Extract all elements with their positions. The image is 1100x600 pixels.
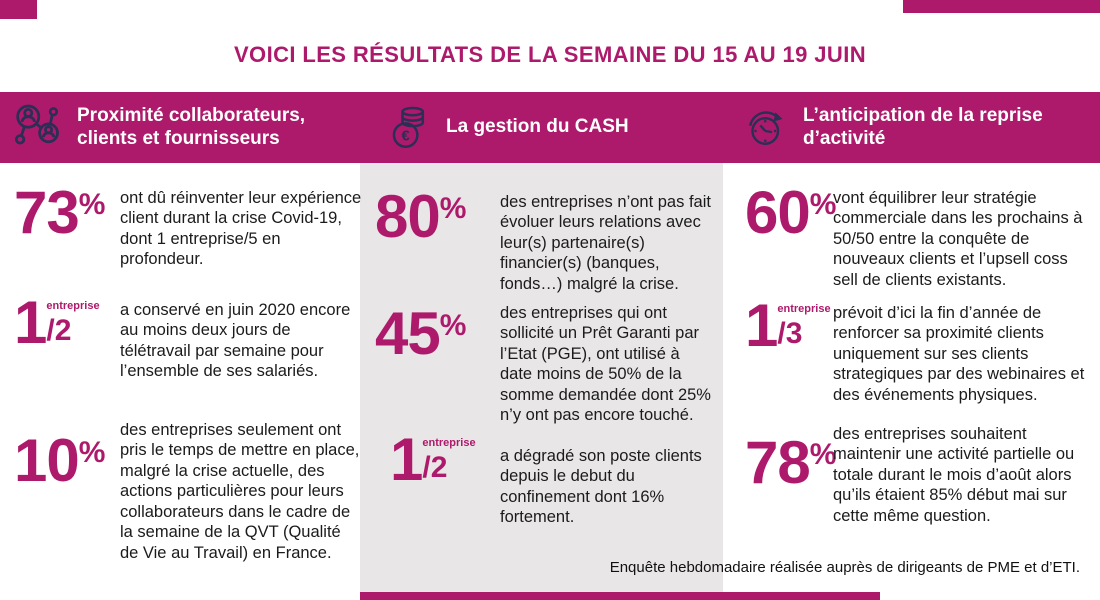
top-right-accent-bar bbox=[903, 0, 1100, 13]
cash-column-background bbox=[360, 163, 723, 600]
stat-entreprise-label: entreprise bbox=[422, 437, 476, 449]
header-reprise: L’anticipation de la reprise d’activité bbox=[742, 92, 1043, 163]
stat-fraction: /2 bbox=[46, 314, 72, 347]
stat-73-text: ont dû réinventer leur expérience client… bbox=[120, 189, 362, 269]
stat-1-2-teletravail: 1 entreprise/2 a conservé en juin 2020 e… bbox=[14, 289, 362, 382]
stat-73-value: 73% bbox=[14, 179, 120, 270]
page-title: VOICI LES RÉSULTATS DE LA SEMAINE DU 15 … bbox=[233, 42, 866, 67]
people-network-icon bbox=[15, 104, 59, 144]
stat-number: 1 bbox=[390, 426, 423, 493]
header-proximite: Proximité collaborateurs, clients et fou… bbox=[12, 92, 305, 163]
header-cash-text: La gestion du CASH bbox=[446, 116, 629, 138]
stat-45-percent: 45% des entreprises qui ont sollicité un… bbox=[375, 303, 715, 426]
stat-1-2-value: 1 entreprise/2 bbox=[390, 426, 500, 528]
stat-80-text: des entreprises n’ont pas fait évoluer l… bbox=[500, 193, 711, 293]
clock-restart-icon bbox=[749, 110, 783, 145]
header-proximite-line2: clients et fournisseurs bbox=[77, 127, 280, 149]
stat-73-percent: 73% ont dû réinventer leur expérience cl… bbox=[14, 179, 362, 270]
header-proximite-line1: Proximité collaborateurs, bbox=[77, 105, 306, 127]
stat-number: 73 bbox=[14, 179, 80, 246]
euro-coins-icon: € bbox=[392, 106, 425, 148]
header-reprise-text: L’anticipation de la reprise d’activité bbox=[803, 105, 1043, 150]
stat-entreprise-label: entreprise bbox=[777, 303, 831, 315]
stat-60-text: vont équilibrer leur stratégie commercia… bbox=[833, 189, 1083, 289]
stat-percent-sign: % bbox=[439, 309, 467, 342]
stat-80-percent: 80% des entreprises n’ont pas fait évolu… bbox=[375, 183, 715, 294]
top-left-accent-bar bbox=[0, 0, 37, 19]
header-reprise-line1: L’anticipation de la reprise bbox=[803, 105, 1043, 127]
stat-number: 1 bbox=[14, 289, 47, 356]
header-reprise-line2: d’activité bbox=[803, 127, 886, 149]
stat-45-text: des entreprises qui ont sollicité un Prê… bbox=[500, 304, 711, 425]
stat-60-percent: 60% vont équilibrer leur stratégie comme… bbox=[745, 179, 1087, 290]
stat-number: 78 bbox=[745, 429, 811, 496]
header-cash-line1: La gestion du CASH bbox=[446, 116, 629, 138]
stat-1-3-text: prévoit d’ici la fin d’année de renforce… bbox=[833, 304, 1085, 404]
stat-80-value: 80% bbox=[375, 183, 500, 294]
stat-78-text: des entreprises souhaitent maintenir une… bbox=[833, 425, 1075, 525]
stat-1-2-poste-clients-text: a dégradé son poste clients depuis le de… bbox=[500, 447, 702, 527]
stat-10-value: 10% bbox=[14, 427, 120, 563]
stat-number: 1 bbox=[745, 292, 778, 359]
stat-60-value: 60% bbox=[745, 179, 836, 290]
stat-fraction: /3 bbox=[777, 317, 803, 350]
svg-text:€: € bbox=[402, 128, 410, 144]
stat-1-3-proximite: 1 entreprise/3 prévoit d’ici la fin d’an… bbox=[745, 292, 1087, 405]
stat-percent-sign: % bbox=[78, 436, 106, 469]
stat-45-value: 45% bbox=[375, 300, 500, 426]
stat-percent-sign: % bbox=[809, 438, 837, 471]
stat-78-value: 78% bbox=[745, 429, 836, 526]
stat-1-2-value: 1 entreprise/2 bbox=[14, 289, 120, 382]
stat-10-percent: 10% des entreprises seulement ont pris l… bbox=[14, 420, 362, 563]
stat-fraction: /2 bbox=[422, 451, 448, 484]
stat-percent-sign: % bbox=[809, 188, 837, 221]
stat-number: 10 bbox=[14, 427, 80, 494]
stat-number: 60 bbox=[745, 179, 811, 246]
stat-number: 80 bbox=[375, 183, 441, 250]
stat-1-3-value: 1 entreprise/3 bbox=[745, 292, 833, 405]
stat-number: 45 bbox=[375, 300, 441, 367]
header-cash: € La gestion du CASH bbox=[383, 92, 629, 163]
stat-entreprise-label: entreprise bbox=[46, 300, 100, 312]
stat-1-2-poste-clients: 1 entreprise/2 a dégradé son poste clien… bbox=[375, 426, 715, 528]
bottom-accent-bar bbox=[360, 592, 880, 600]
survey-source-note: Enquête hebdomadaire réalisée auprès de … bbox=[609, 559, 1080, 576]
stat-78-percent: 78% des entreprises souhaitent maintenir… bbox=[745, 424, 1087, 526]
stat-1-2-text: a conservé en juin 2020 encore au moins … bbox=[120, 301, 351, 381]
stat-10-text: des entreprises seulement ont pris le te… bbox=[120, 421, 360, 562]
section-header-band: Proximité collaborateurs, clients et fou… bbox=[0, 92, 1100, 163]
stat-percent-sign: % bbox=[439, 192, 467, 225]
header-proximite-text: Proximité collaborateurs, clients et fou… bbox=[77, 105, 305, 150]
stat-percent-sign: % bbox=[78, 188, 106, 221]
